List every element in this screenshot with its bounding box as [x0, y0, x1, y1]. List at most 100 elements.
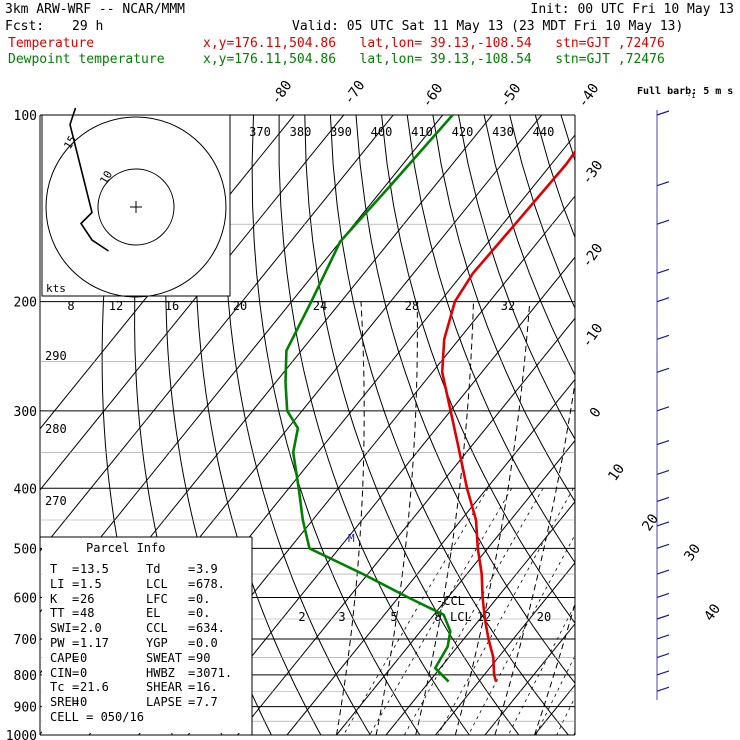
- isotherm-label: -80: [268, 78, 296, 108]
- parcel-equals: =: [188, 636, 196, 650]
- dry-adiabat-line: [278, 115, 470, 735]
- isotherm-line: [237, 317, 575, 735]
- parcel-key: CIN: [50, 665, 72, 680]
- theta-e-label: 380: [290, 125, 312, 139]
- mixing-ratio-label: 28: [405, 299, 419, 313]
- legend-dewpoint: Dewpoint temperature: [8, 52, 165, 67]
- pressure-tick-label: 700: [14, 633, 37, 648]
- dry-adiabat-line: [560, 115, 575, 163]
- wind-legend: Full barb: 5 m s: [637, 86, 733, 97]
- wind-barb: [656, 367, 670, 373]
- pressure-tick-label: 500: [14, 542, 37, 557]
- isotherm-label: -50: [497, 81, 525, 111]
- init-time: Init: 00 UTC Fri 10 May 13: [530, 2, 735, 17]
- pressure-tick-label: 100: [14, 109, 37, 124]
- mixing-ratio-label: 8: [67, 299, 74, 313]
- dry-adiabat-line: [689, 115, 740, 735]
- ccl-marker: -CCL: [436, 594, 465, 608]
- parcel-key: Td: [146, 562, 161, 576]
- parcel-equals: =: [188, 576, 196, 591]
- wind-barb: [656, 219, 670, 225]
- parcel-key: LAPSE: [146, 695, 183, 710]
- theta-e-label: 390: [330, 125, 352, 139]
- dry-adiabat-line: [638, 115, 740, 735]
- moist-adiabat-line: [534, 601, 575, 735]
- lcl-marker: LCL: [450, 610, 472, 624]
- mixing-ratio-line: [508, 603, 575, 735]
- parcel-key: PW: [50, 636, 65, 650]
- parcel-value: 0: [80, 695, 88, 710]
- wind-barb: [656, 439, 670, 446]
- parcel-value: 3071.: [196, 665, 233, 680]
- parcel-value: 2.0: [80, 621, 102, 636]
- theta-e-label: 420: [452, 125, 474, 139]
- parcel-key: T: [50, 562, 58, 576]
- parcel-equals: =: [72, 680, 80, 695]
- parcel-equals: =: [188, 695, 196, 710]
- parcel-value: 1.5: [80, 576, 102, 591]
- dry-adiabat-line: [612, 115, 740, 735]
- isotherm-label: -40: [575, 81, 603, 111]
- pressure-tick-label: 600: [14, 591, 37, 606]
- dry-adiabat-line: [587, 115, 740, 735]
- wind-barb: [656, 469, 670, 476]
- theta-e-label: 370: [249, 125, 271, 139]
- parcel-equals: =: [188, 621, 196, 636]
- isotherm-line: [435, 561, 575, 735]
- isotherm-line: [634, 115, 740, 735]
- parcel-info-panel: [42, 537, 252, 733]
- isotherm-line: [385, 500, 575, 735]
- pressure-tick-label: 800: [14, 669, 37, 684]
- isotherm-line: [40, 115, 394, 552]
- isotherm-label: -10: [579, 321, 607, 351]
- parcel-key: SWEAT: [146, 650, 183, 665]
- wind-barb: [656, 406, 670, 412]
- wind-barb: [656, 496, 670, 502]
- parcel-value: 678.: [196, 576, 225, 591]
- parcel-key: EL: [146, 606, 161, 621]
- theta-label: 270: [45, 494, 67, 508]
- wind-legend-unit-exponent: -1: [687, 92, 695, 100]
- forecast-label: Fcst:: [5, 19, 45, 34]
- theta-label: 280: [45, 422, 67, 436]
- theta-e-label: 440: [533, 125, 555, 139]
- wind-barb: [656, 543, 670, 549]
- wind-barb: [656, 652, 670, 659]
- wind-barb: [656, 181, 670, 187]
- dry-adiabat-line: [458, 115, 575, 441]
- parcel-value: 21.6: [80, 680, 109, 695]
- parcel-equals: =: [72, 636, 80, 650]
- theta-e-label: 430: [492, 125, 514, 139]
- mixing-ratio-label: 20: [233, 299, 247, 313]
- model-title: 3km ARW-WRF -- NCAR/MMM: [5, 2, 186, 17]
- parcel-value: 90: [196, 650, 211, 665]
- parcel-value: 13.5: [80, 562, 109, 576]
- wind-barb: [656, 297, 670, 303]
- parcel-key: LI: [50, 576, 65, 591]
- parcel-key: K: [50, 591, 58, 606]
- parcel-info-cell: CELL = 050/16: [50, 710, 144, 724]
- parcel-equals: =: [72, 650, 80, 665]
- mark-label: M: [348, 532, 355, 545]
- isotherm-label: -70: [341, 78, 369, 108]
- mixing-ratio-label: 24: [313, 299, 327, 313]
- moist-adiabat-line: [375, 301, 418, 735]
- parcel-value: 0: [80, 650, 88, 665]
- hodograph-units: kts: [46, 282, 66, 295]
- hodograph-ring-label: 15: [61, 134, 79, 152]
- moist-adiabat-line: [494, 379, 575, 735]
- wind-barb: [656, 670, 670, 676]
- pressure-tick-label: 200: [14, 296, 37, 311]
- parcel-value: 48: [80, 606, 95, 621]
- valid-time: Valid: 05 UTC Sat 11 May 13 (23 MDT Fri …: [292, 19, 684, 34]
- isotherm-line: [336, 439, 575, 735]
- parcel-equals: =: [188, 680, 196, 695]
- mixing-ratio-bottom-label: 20: [537, 610, 551, 624]
- pressure-tick-label: 900: [14, 701, 37, 716]
- parcel-key: YGP: [146, 636, 168, 650]
- dewpoint-profile: [284, 115, 454, 683]
- pressure-tick-label: 400: [14, 482, 37, 497]
- parcel-equals: =: [188, 606, 196, 621]
- parcel-equals: =: [72, 665, 80, 680]
